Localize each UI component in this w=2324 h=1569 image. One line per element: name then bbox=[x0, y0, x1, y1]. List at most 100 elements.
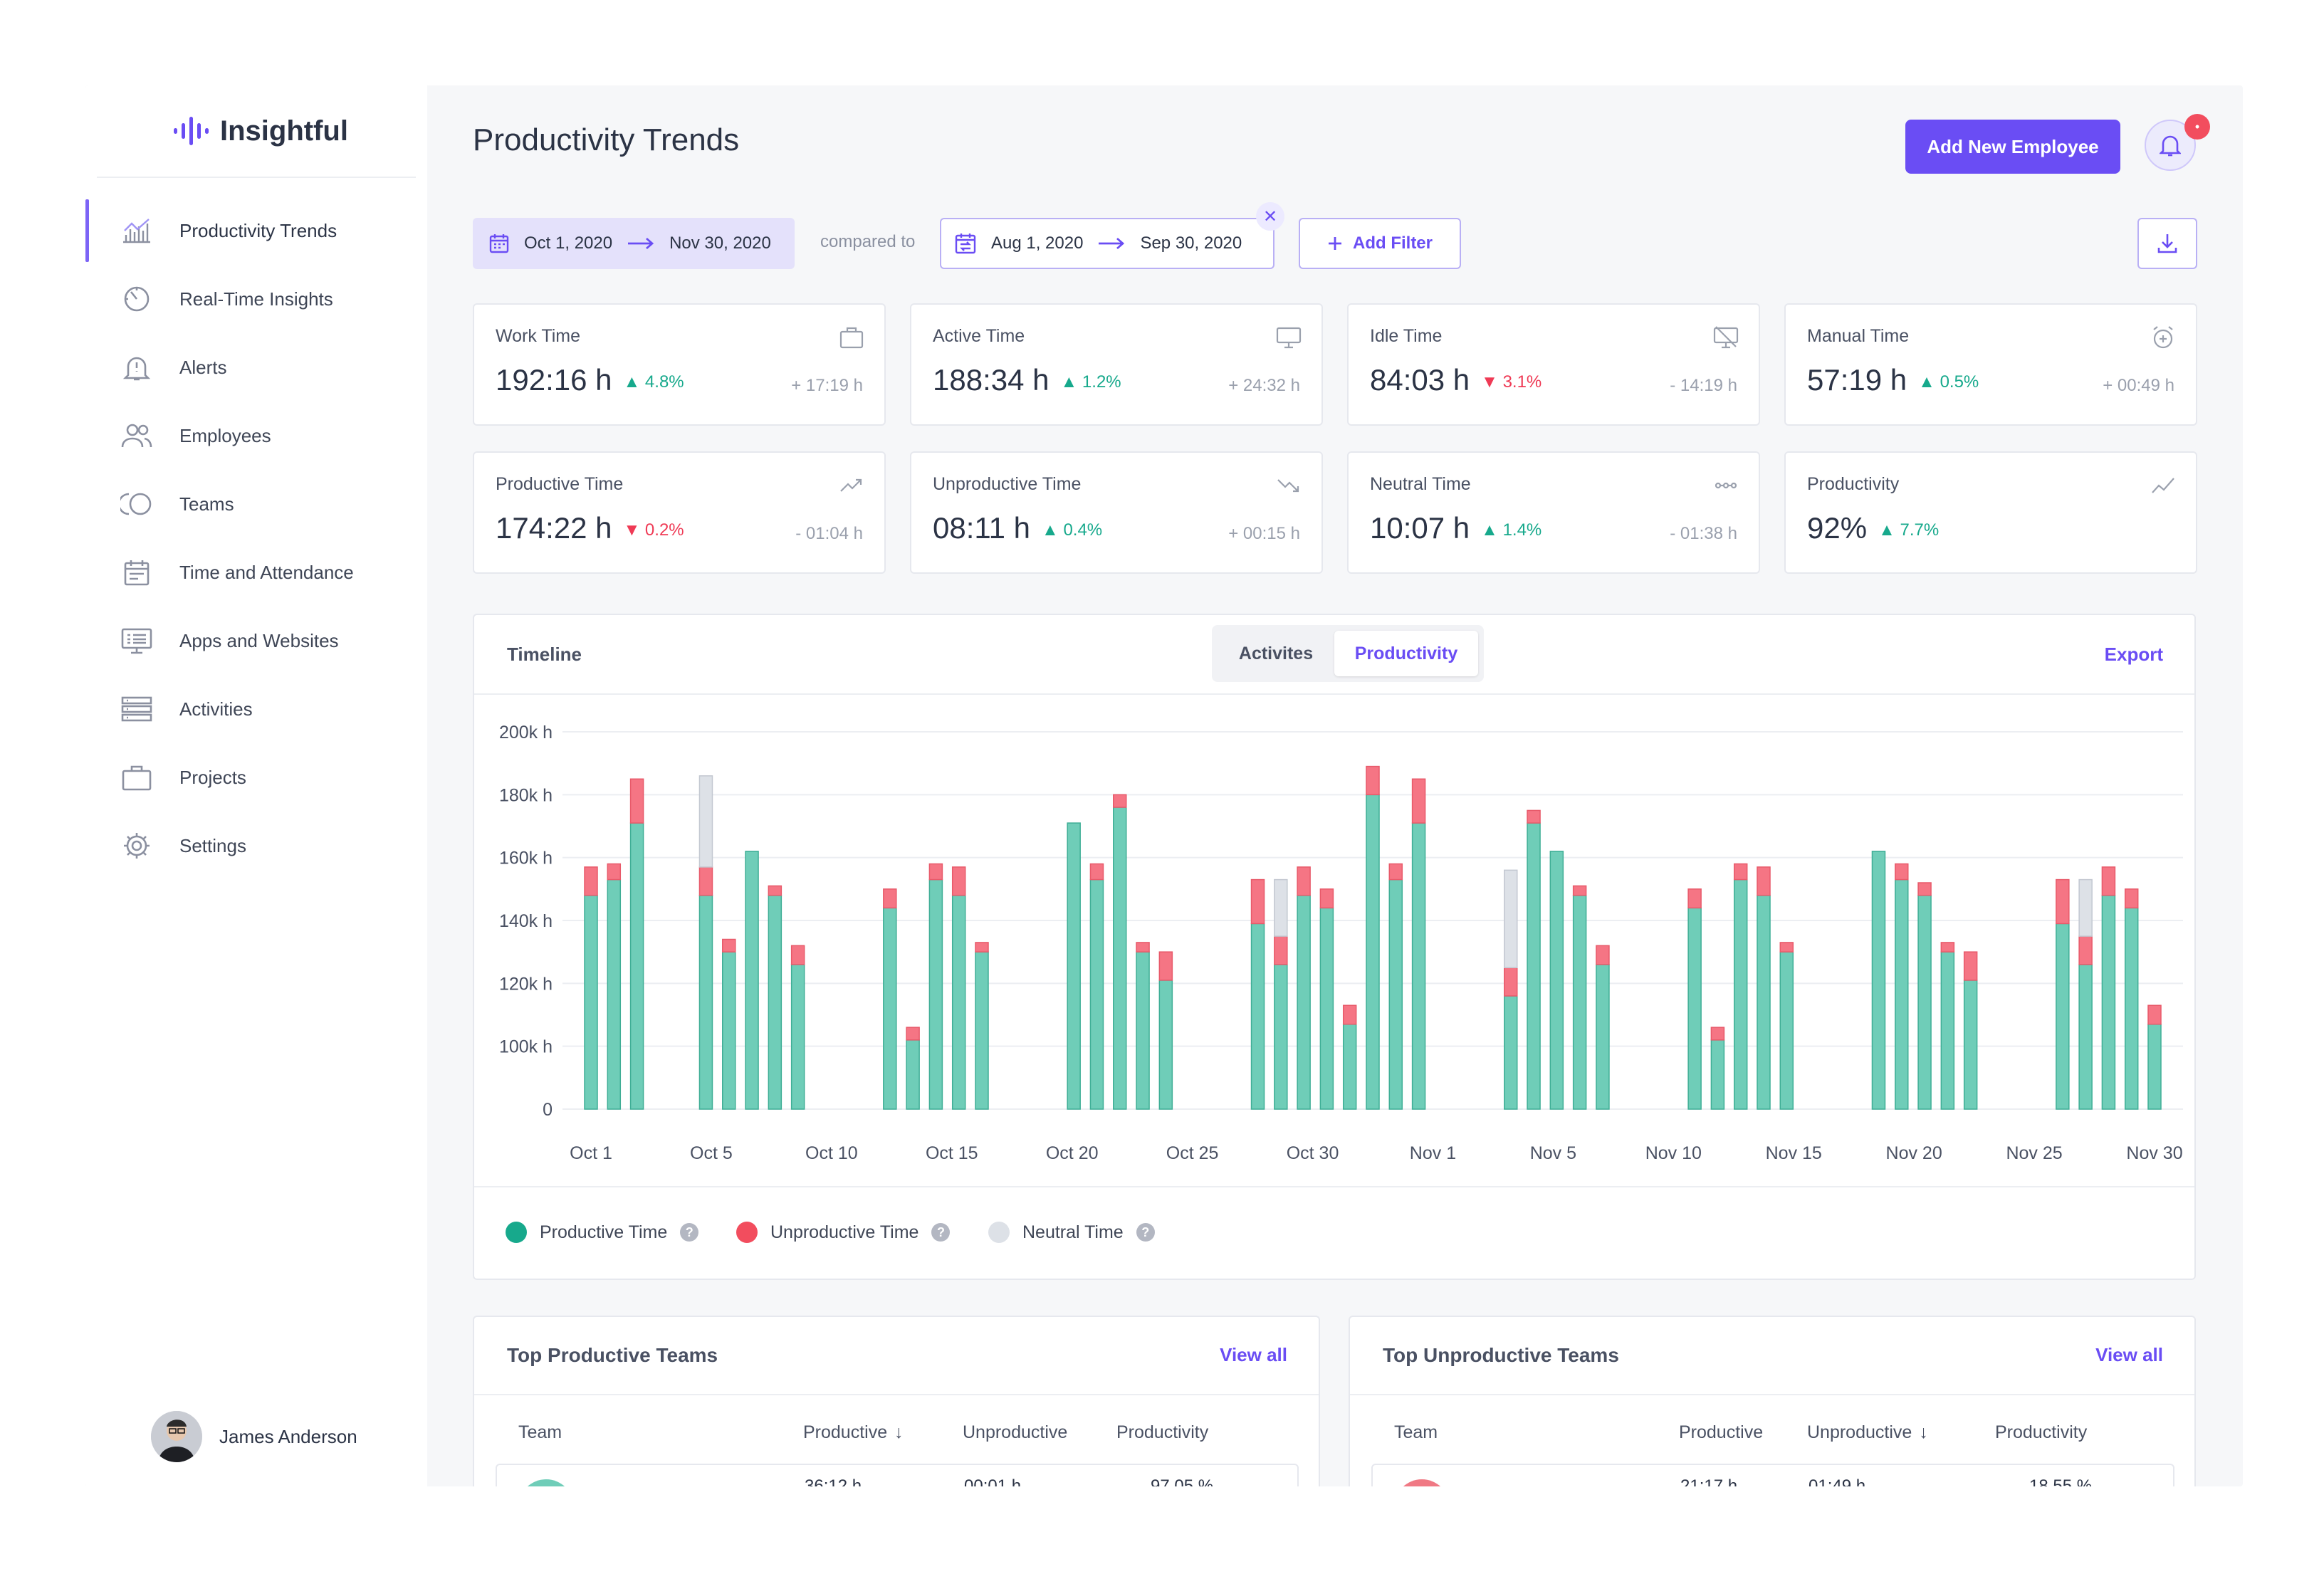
bar-segment-unproductive-time[interactable] bbox=[1158, 951, 1173, 981]
stat-card-neutral-time[interactable]: Neutral Time 10:07 h ▲ 1.4% - 01:38 h bbox=[1347, 451, 1760, 574]
bar-segment-unproductive-time[interactable] bbox=[1917, 882, 1932, 896]
sidebar-item-employees[interactable]: Employees bbox=[85, 402, 427, 470]
bar-segment-productive-time[interactable] bbox=[928, 878, 943, 1110]
bar-segment-productive-time[interactable] bbox=[2056, 923, 2070, 1110]
bar-segment-unproductive-time[interactable] bbox=[1687, 888, 1702, 909]
table-row[interactable]: 36:12 h 00:01 h 97.05 % bbox=[496, 1464, 1299, 1486]
bar-segment-productive-time[interactable] bbox=[1274, 964, 1288, 1110]
bar-segment-productive-time[interactable] bbox=[768, 894, 782, 1110]
bar-segment-unproductive-time[interactable] bbox=[2147, 1004, 2162, 1025]
bar-segment-unproductive-time[interactable] bbox=[1895, 863, 1909, 881]
bar-segment-productive-time[interactable] bbox=[1342, 1024, 1357, 1110]
stat-card-work-time[interactable]: Work Time 192:16 h ▲ 4.8% + 17:19 h bbox=[473, 303, 886, 426]
table-row[interactable]: 21:17 h 01:49 h 18.55 % bbox=[1371, 1464, 2174, 1486]
bar-segment-productive-time[interactable] bbox=[698, 894, 713, 1110]
bar-segment-unproductive-time[interactable] bbox=[1940, 942, 1955, 953]
bar-segment-productive-time[interactable] bbox=[883, 907, 897, 1110]
column-header-team[interactable]: Team bbox=[518, 1422, 562, 1443]
bar-segment-productive-time[interactable] bbox=[2101, 894, 2116, 1110]
add-employee-button[interactable]: Add New Employee bbox=[1905, 120, 2120, 174]
sidebar-item-teams[interactable]: Teams bbox=[85, 470, 427, 538]
bar-segment-unproductive-time[interactable] bbox=[1572, 885, 1587, 896]
stat-card-manual-time[interactable]: Manual Time 57:19 h ▲ 0.5% + 00:49 h bbox=[1784, 303, 2197, 426]
bar-segment-unproductive-time[interactable] bbox=[1596, 945, 1610, 965]
bar-segment-productive-time[interactable] bbox=[1067, 822, 1081, 1110]
sidebar-item-apps-and-websites[interactable]: Apps and Websites bbox=[85, 607, 427, 675]
bar-segment-unproductive-time[interactable] bbox=[1366, 765, 1380, 796]
bar-segment-unproductive-time[interactable] bbox=[2124, 888, 2139, 909]
bar-segment-unproductive-time[interactable] bbox=[1297, 866, 1311, 896]
bar-segment-neutral-time[interactable] bbox=[1274, 878, 1288, 937]
bar-segment-unproductive-time[interactable] bbox=[2078, 935, 2093, 965]
tab-activities[interactable]: Activites bbox=[1238, 643, 1314, 663]
remove-compare-button[interactable]: ✕ bbox=[1256, 202, 1284, 231]
bar-segment-unproductive-time[interactable] bbox=[1527, 809, 1541, 824]
bar-segment-productive-time[interactable] bbox=[1940, 951, 1955, 1110]
bar-segment-unproductive-time[interactable] bbox=[1319, 888, 1334, 909]
bar-segment-unproductive-time[interactable] bbox=[1733, 863, 1748, 881]
stat-card-idle-time[interactable]: Idle Time 84:03 h ▼ 3.1% - 14:19 h bbox=[1347, 303, 1760, 426]
bar-segment-productive-time[interactable] bbox=[1504, 995, 1518, 1110]
sidebar-item-time-and-attendance[interactable]: Time and Attendance bbox=[85, 538, 427, 607]
bar-segment-unproductive-time[interactable] bbox=[1757, 866, 1771, 896]
sidebar-item-alerts[interactable]: Alerts bbox=[85, 333, 427, 402]
bar-segment-productive-time[interactable] bbox=[722, 951, 736, 1110]
bar-segment-productive-time[interactable] bbox=[1366, 794, 1380, 1110]
bar-segment-unproductive-time[interactable] bbox=[883, 888, 897, 909]
bar-segment-productive-time[interactable] bbox=[1527, 822, 1541, 1110]
bar-segment-unproductive-time[interactable] bbox=[698, 866, 713, 896]
bar-segment-unproductive-time[interactable] bbox=[1113, 794, 1127, 808]
date-range-picker[interactable]: Oct 1, 2020 Nov 30, 2020 bbox=[473, 218, 795, 269]
bar-segment-unproductive-time[interactable] bbox=[722, 938, 736, 953]
bar-segment-productive-time[interactable] bbox=[629, 822, 644, 1110]
column-header-productivity[interactable]: Productivity bbox=[1995, 1422, 2087, 1443]
stat-card-productive-time[interactable]: Productive Time 174:22 h ▼ 0.2% - 01:04 h bbox=[473, 451, 886, 574]
bar-segment-productive-time[interactable] bbox=[1319, 907, 1334, 1110]
bar-segment-productive-time[interactable] bbox=[1250, 923, 1265, 1110]
bar-segment-productive-time[interactable] bbox=[1963, 980, 1978, 1110]
tab-productivity[interactable]: Productivity bbox=[1334, 631, 1478, 676]
bar-segment-unproductive-time[interactable] bbox=[1963, 951, 1978, 981]
sidebar-item-real-time-insights[interactable]: Real-Time Insights bbox=[85, 265, 427, 333]
stat-card-unproductive-time[interactable]: Unproductive Time 08:11 h ▲ 0.4% + 00:15 … bbox=[910, 451, 1323, 574]
bar-segment-unproductive-time[interactable] bbox=[2101, 866, 2116, 896]
bar-segment-productive-time[interactable] bbox=[1089, 878, 1104, 1110]
bar-segment-unproductive-time[interactable] bbox=[1342, 1004, 1357, 1025]
bar-segment-neutral-time[interactable] bbox=[698, 775, 713, 868]
bar-segment-productive-time[interactable] bbox=[1917, 894, 1932, 1110]
bar-segment-unproductive-time[interactable] bbox=[1504, 967, 1518, 997]
bar-segment-neutral-time[interactable] bbox=[2078, 878, 2093, 937]
bar-segment-productive-time[interactable] bbox=[951, 894, 966, 1110]
add-filter-button[interactable]: Add Filter bbox=[1299, 218, 1461, 269]
column-header-unproductive[interactable]: Unproductive ↓ bbox=[1807, 1422, 1928, 1443]
view-all-link[interactable]: View all bbox=[2095, 1344, 2163, 1365]
bar-segment-unproductive-time[interactable] bbox=[1710, 1027, 1725, 1041]
bar-segment-productive-time[interactable] bbox=[1779, 951, 1794, 1110]
sidebar-item-productivity-trends[interactable]: Productivity Trends bbox=[85, 196, 427, 265]
bar-segment-productive-time[interactable] bbox=[745, 851, 759, 1110]
sidebar-item-settings[interactable]: Settings bbox=[85, 812, 427, 880]
bar-segment-productive-time[interactable] bbox=[975, 951, 989, 1110]
bar-segment-unproductive-time[interactable] bbox=[1411, 778, 1426, 824]
bar-segment-productive-time[interactable] bbox=[1113, 807, 1127, 1110]
help-icon[interactable]: ? bbox=[680, 1223, 699, 1242]
help-icon[interactable]: ? bbox=[1136, 1223, 1155, 1242]
bar-segment-productive-time[interactable] bbox=[1871, 851, 1886, 1110]
user-profile[interactable]: James Anderson bbox=[151, 1411, 357, 1462]
bar-segment-unproductive-time[interactable] bbox=[1136, 942, 1150, 953]
bar-segment-unproductive-time[interactable] bbox=[1089, 863, 1104, 881]
bar-segment-productive-time[interactable] bbox=[1733, 878, 1748, 1110]
bar-segment-productive-time[interactable] bbox=[790, 964, 805, 1110]
bar-segment-productive-time[interactable] bbox=[1136, 951, 1150, 1110]
bar-segment-productive-time[interactable] bbox=[906, 1039, 920, 1110]
bar-segment-productive-time[interactable] bbox=[2124, 907, 2139, 1110]
export-link[interactable]: Export bbox=[2104, 644, 2163, 665]
bar-segment-unproductive-time[interactable] bbox=[1274, 935, 1288, 965]
view-all-link[interactable]: View all bbox=[1220, 1344, 1287, 1365]
bar-segment-unproductive-time[interactable] bbox=[607, 863, 622, 881]
bar-segment-unproductive-time[interactable] bbox=[1250, 878, 1265, 925]
bar-segment-unproductive-time[interactable] bbox=[1779, 942, 1794, 953]
column-header-productive[interactable]: Productive bbox=[1679, 1422, 1763, 1443]
bar-segment-productive-time[interactable] bbox=[1549, 851, 1564, 1110]
stat-card-productivity[interactable]: Productivity 92% ▲ 7.7% bbox=[1784, 451, 2197, 574]
